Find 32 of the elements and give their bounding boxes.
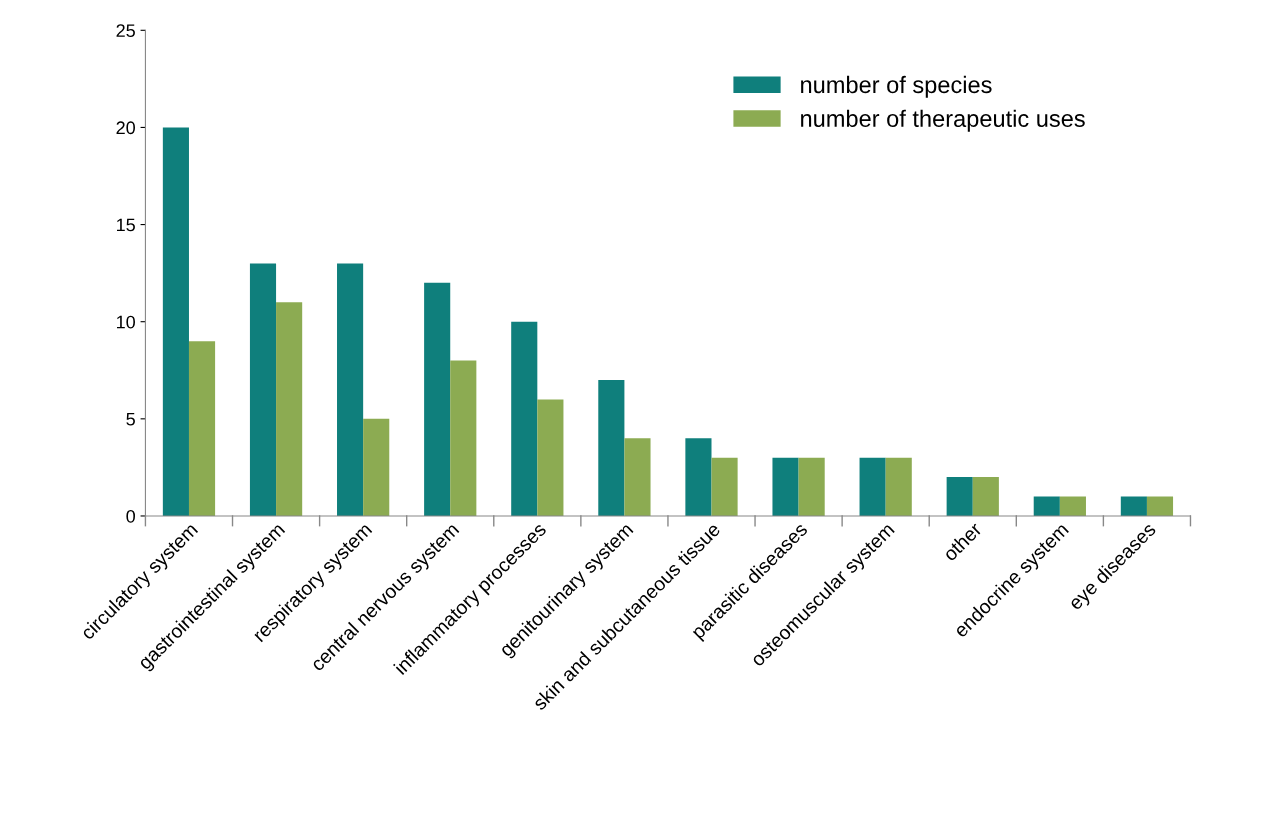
bar (624, 438, 651, 516)
bar (946, 477, 973, 516)
legend-label: number of therapeutic uses (801, 109, 1085, 132)
bar (162, 127, 189, 516)
y-tick-label: 10 (117, 315, 135, 329)
y-tick-label: 0 (126, 509, 135, 523)
bar (276, 302, 303, 516)
bar (772, 457, 799, 516)
bar (450, 360, 477, 516)
bar (511, 321, 538, 516)
bar (424, 282, 451, 516)
bar (1059, 496, 1086, 516)
bar (685, 438, 712, 516)
bar (711, 457, 738, 516)
bar (798, 457, 825, 516)
bar (598, 379, 625, 516)
bar (363, 418, 390, 516)
bar (1120, 496, 1147, 516)
bar (972, 477, 999, 516)
bar (1033, 496, 1060, 516)
bar (1146, 496, 1174, 516)
bar (188, 341, 216, 516)
bar (337, 263, 364, 516)
bar (537, 399, 564, 516)
y-tick-label: 25 (116, 24, 135, 38)
y-tick-label: 15 (117, 218, 135, 232)
bar (885, 457, 912, 516)
y-tick-label: 20 (116, 121, 135, 135)
legend-label: number of species (801, 75, 992, 98)
bar (249, 263, 277, 516)
bar (859, 457, 886, 516)
y-tick-label: 5 (126, 412, 135, 426)
